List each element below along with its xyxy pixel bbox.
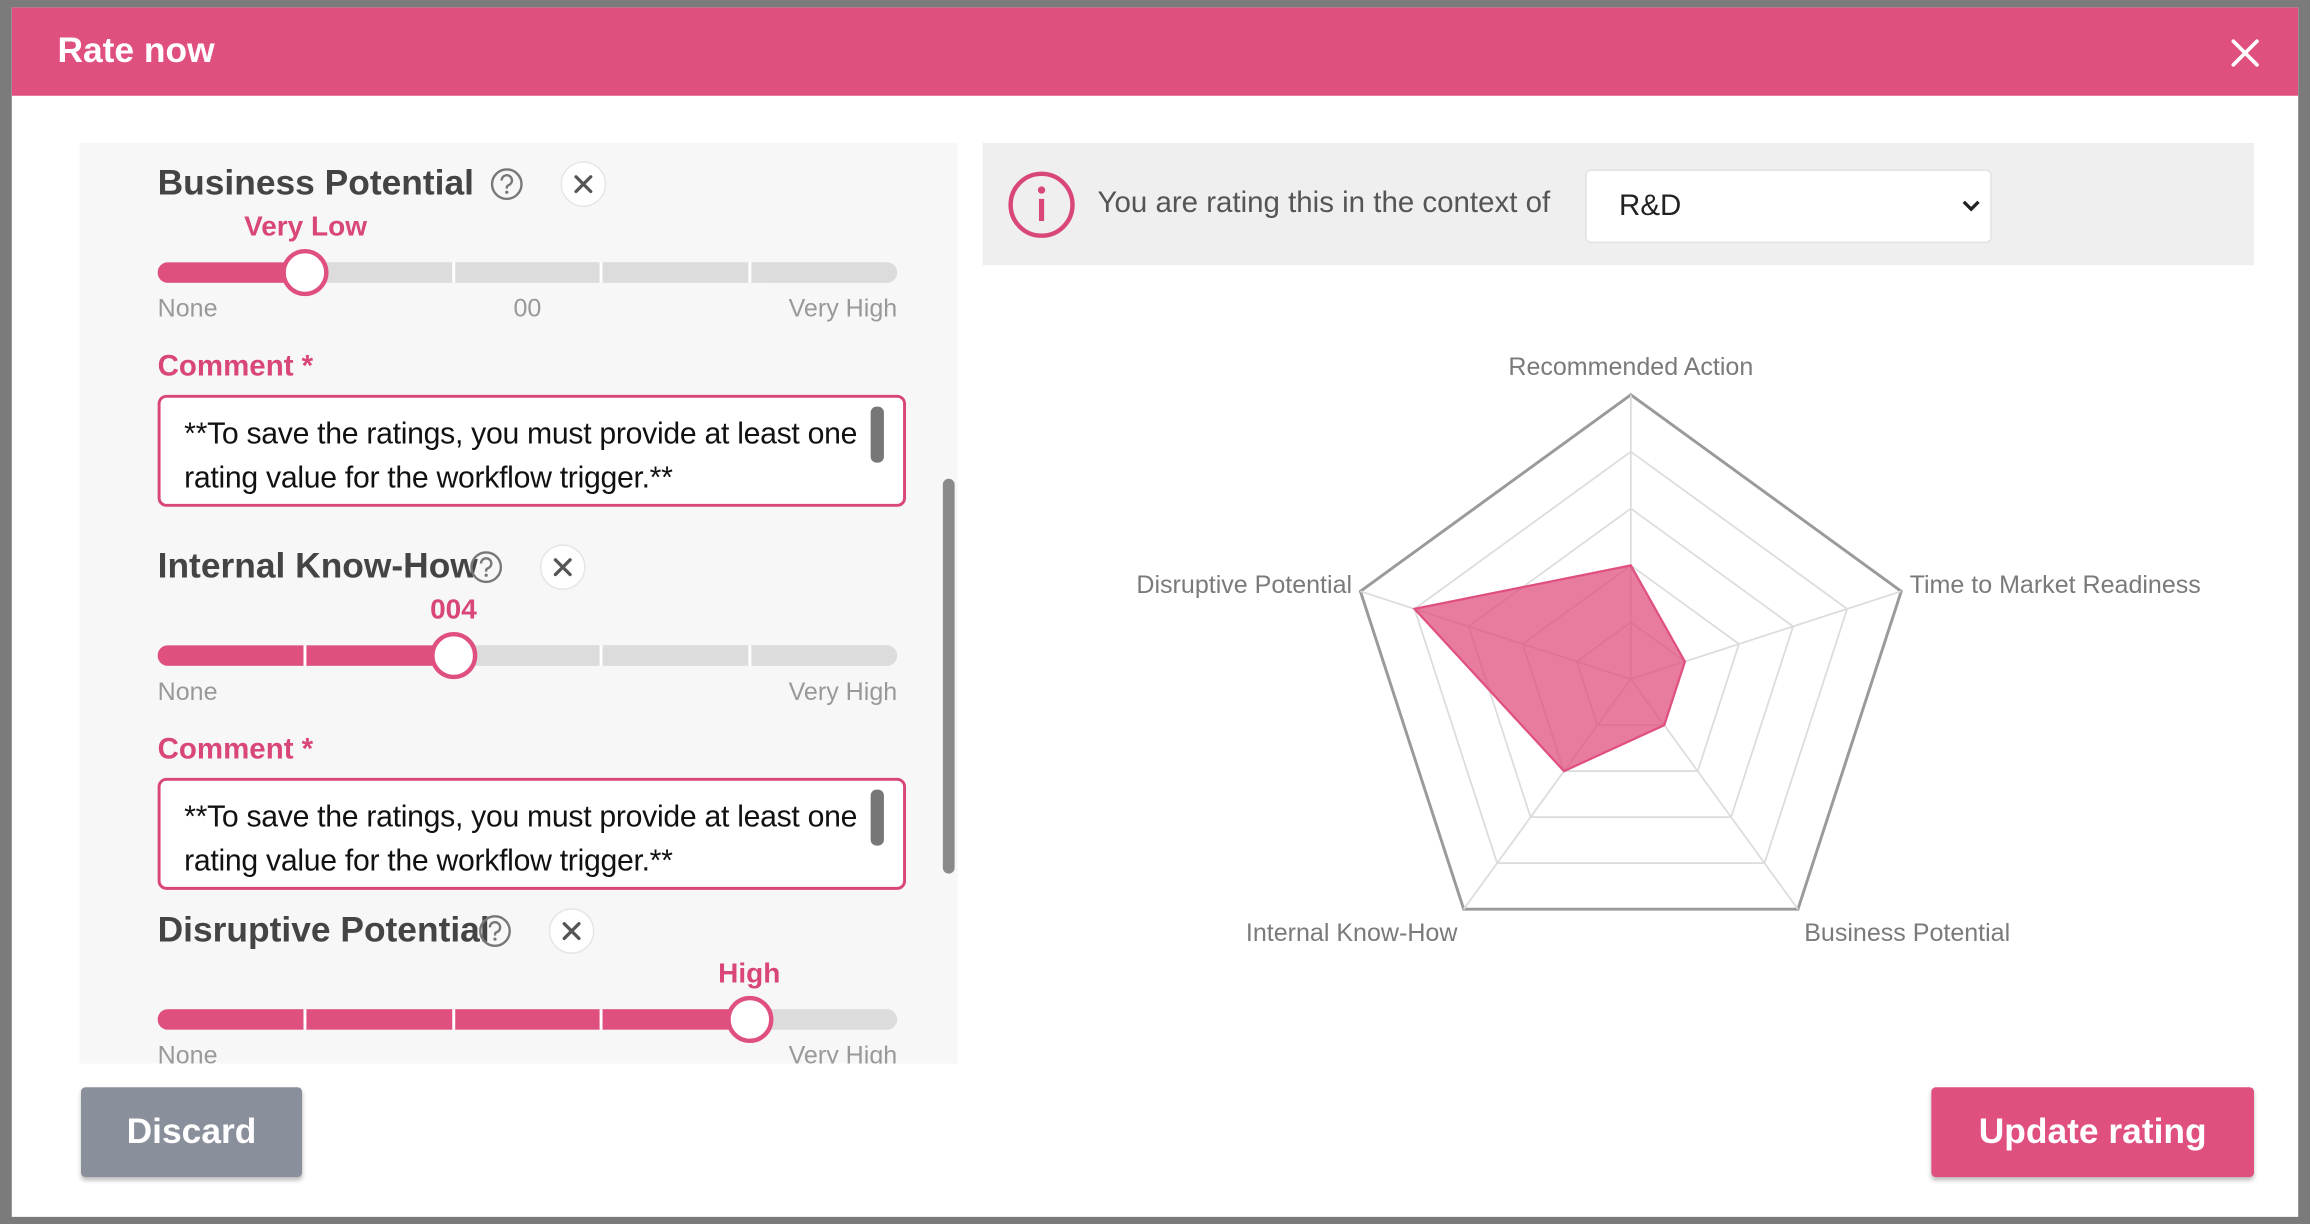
slider-value-label: High — [718, 959, 781, 990]
textarea-scrollbar — [870, 789, 884, 846]
comment-textarea[interactable]: **To save the ratings, you must provide … — [157, 777, 907, 890]
slider-fill — [157, 262, 306, 283]
criteria-panel: Business Potential Very Low None 00 Very Hig… — [79, 142, 958, 1064]
remove-mark — [553, 558, 572, 577]
scrollbar[interactable] — [942, 478, 955, 874]
comment-label: Comment * — [157, 733, 314, 767]
slider-thumb[interactable] — [429, 632, 478, 680]
axis-label: Internal Know-How — [1246, 919, 1458, 947]
comment-label: Comment * — [157, 350, 314, 384]
remove-button[interactable] — [538, 542, 588, 592]
help-dot — [484, 573, 488, 577]
scale-label: 00 — [513, 294, 542, 323]
axis-label: Business Potential — [1804, 919, 2010, 947]
help-mark — [479, 557, 493, 572]
help-dot — [505, 190, 509, 194]
discard-button[interactable]: Discard — [81, 1087, 303, 1178]
help-mark — [488, 921, 502, 936]
help-circle — [490, 168, 523, 201]
close-button[interactable] — [2229, 37, 2261, 69]
axis-label: Time to Market Readiness — [1910, 571, 2201, 599]
remove-button[interactable] — [558, 159, 608, 209]
selected-context: R&D — [1619, 190, 1682, 223]
slider-divider — [304, 645, 308, 666]
radar-area — [1412, 564, 1687, 773]
scale-label: Very High — [788, 294, 898, 323]
dialog-header: Rate now — [11, 7, 2299, 96]
chevron — [1962, 200, 1980, 212]
help-icon — [470, 551, 503, 584]
help-icon — [490, 168, 523, 201]
slider-track[interactable] — [157, 262, 898, 283]
rating-dialog: Rate now Business Potential Very Low None 0… — [11, 7, 2299, 1217]
scale-label: None — [157, 1041, 218, 1064]
slider-divider — [599, 1009, 603, 1030]
context-bar: You are rating this in the context of R&… — [982, 142, 2254, 266]
axis-label: Recommended Action — [1508, 353, 1753, 381]
slider-divider — [304, 1009, 308, 1030]
slider-divider — [599, 262, 603, 283]
remove-mark — [562, 922, 581, 941]
radar-chart: Recommended Action Time to Market Readine… — [1136, 353, 2201, 947]
context-select[interactable]: R&D — [1585, 169, 1992, 244]
slider-value-label: 004 — [430, 595, 477, 627]
slider-divider — [451, 1009, 455, 1030]
dialog-title: Rate now — [57, 30, 215, 71]
slider-thumb[interactable] — [725, 995, 773, 1044]
help-icon — [479, 915, 511, 947]
help-circle — [470, 551, 503, 584]
slider-value-label: Very Low — [244, 212, 367, 244]
help-mark — [500, 174, 514, 189]
slider-divider — [747, 262, 751, 283]
slider-divider — [599, 645, 603, 666]
slider-divider — [451, 262, 455, 283]
criterion-name: Disruptive Potential — [157, 910, 490, 951]
help-circle — [479, 915, 511, 947]
slider-divider — [747, 645, 751, 666]
remove-button[interactable] — [547, 906, 597, 956]
grid-ring — [1358, 392, 1903, 911]
remove-mark — [574, 175, 593, 194]
scale-label: None — [157, 677, 218, 706]
info-icon — [1008, 171, 1075, 238]
scale-label: None — [157, 294, 218, 323]
slider-thumb[interactable] — [281, 248, 330, 297]
criterion-name: Internal Know-How — [157, 546, 478, 587]
grid-ring — [1413, 450, 1849, 865]
help-dot — [493, 937, 497, 941]
comment-textarea[interactable]: **To save the ratings, you must provide … — [157, 394, 907, 507]
slider-track[interactable] — [157, 645, 898, 666]
update-button[interactable]: Update rating — [1931, 1087, 2254, 1178]
context-prompt: You are rating this in the context of — [1097, 187, 1551, 220]
axis-label: Disruptive Potential — [1136, 571, 1352, 599]
scale-label: Very High — [788, 1041, 898, 1064]
slider-track[interactable] — [157, 1009, 898, 1030]
scale-label: Very High — [788, 677, 898, 706]
criterion-name: Business Potential — [157, 163, 474, 204]
textarea-scrollbar — [870, 406, 884, 463]
